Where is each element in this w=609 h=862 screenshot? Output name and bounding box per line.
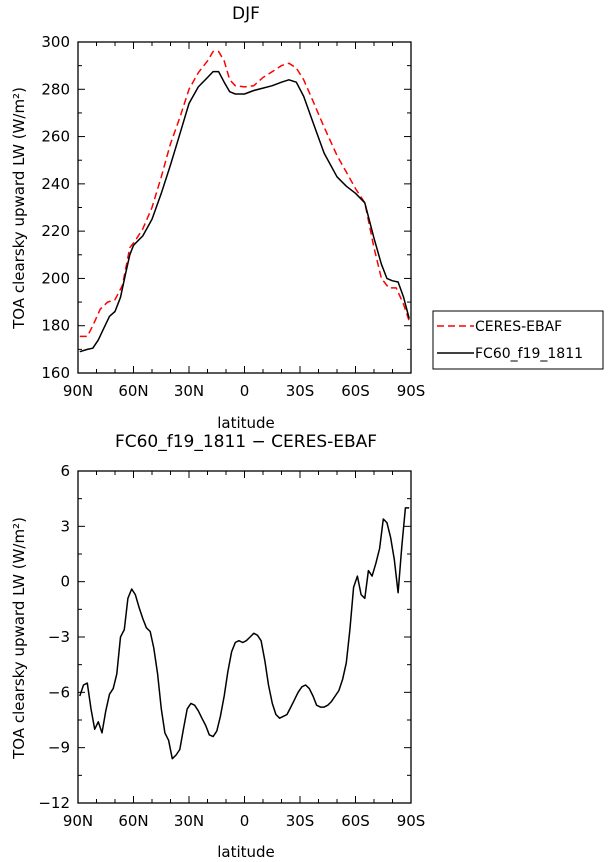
top-chart-title: DJF xyxy=(232,4,260,24)
bottom-y-tick-label: 6 xyxy=(60,462,70,480)
top-y-tick-label: 180 xyxy=(41,317,70,335)
top-y-axis-label: TOA clearsky upward LW (W/m²) xyxy=(10,87,28,330)
top-x-tick-label: 0 xyxy=(240,382,250,400)
bottom-panel: FC60_f19_1811 − CERES-EBAF 90N 60N 30N 0 30S… xyxy=(10,432,425,861)
bottom-x-tick-label: 60N xyxy=(118,812,148,830)
bottom-y-tick-label: 0 xyxy=(60,573,70,591)
bottom-y-axis-label: TOA clearsky upward LW (W/m²) xyxy=(10,517,28,760)
top-series-line-0 xyxy=(79,50,410,338)
bottom-y-tick-label: −6 xyxy=(48,683,70,701)
legend-box xyxy=(432,310,604,370)
top-x-axis-label: latitude xyxy=(217,414,275,432)
bottom-series-lines xyxy=(79,507,410,760)
top-series-line-1 xyxy=(79,70,410,353)
bottom-chart-title: FC60_f19_1811 − CERES-EBAF xyxy=(115,432,377,452)
top-y-tick-label: 200 xyxy=(41,269,70,287)
bottom-x-tick-label: 30S xyxy=(286,812,315,830)
top-y-tick-label: 300 xyxy=(41,33,70,51)
top-y-tick-label: 220 xyxy=(41,222,70,240)
top-x-tick-label: 30N xyxy=(174,382,204,400)
bottom-series-line-0 xyxy=(79,507,410,760)
top-x-tick-label: 90N xyxy=(63,382,93,400)
legend: CERES-EBAF FC60_f19_1811 xyxy=(432,310,604,370)
bottom-y-tick-label: −12 xyxy=(38,794,70,812)
bottom-y-tick-label: 3 xyxy=(60,517,70,535)
bottom-x-tick-label: 60S xyxy=(341,812,370,830)
top-y-tick-label: 260 xyxy=(41,128,70,146)
bottom-x-tick-label: 30N xyxy=(174,812,204,830)
bottom-x-tick-label: 90N xyxy=(63,812,93,830)
legend-label-model: FC60_f19_1811 xyxy=(475,346,583,362)
top-series-lines xyxy=(79,50,410,353)
legend-label-ceres: CERES-EBAF xyxy=(475,319,562,335)
bottom-x-tick-label: 90S xyxy=(397,812,426,830)
top-y-tick-label: 240 xyxy=(41,175,70,193)
bottom-plot-frame xyxy=(77,470,412,804)
bottom-axis-ticks: 90N 60N 30N 0 30S 60S 90S −12 −9 −6 −3 0 3 6 xyxy=(38,462,425,830)
bottom-y-tick-label: −3 xyxy=(48,628,70,646)
top-panel: DJF 90N 60N 30N 0 30S 60S 90S 160 180 200 220 240 26… xyxy=(10,4,604,432)
bottom-y-tick-label: −9 xyxy=(48,739,70,757)
bottom-x-tick-label: 0 xyxy=(240,812,250,830)
top-x-tick-label: 60N xyxy=(118,382,148,400)
top-axis-ticks: 90N 60N 30N 0 30S 60S 90S 160 180 200 220 240 260 280… xyxy=(41,33,425,400)
top-x-tick-label: 60S xyxy=(341,382,370,400)
top-plot-frame xyxy=(77,41,412,374)
bottom-x-axis-label: latitude xyxy=(217,843,275,861)
top-y-tick-label: 160 xyxy=(41,364,70,382)
top-y-tick-label: 280 xyxy=(41,80,70,98)
top-x-tick-label: 30S xyxy=(286,382,315,400)
top-x-tick-label: 90S xyxy=(397,382,426,400)
